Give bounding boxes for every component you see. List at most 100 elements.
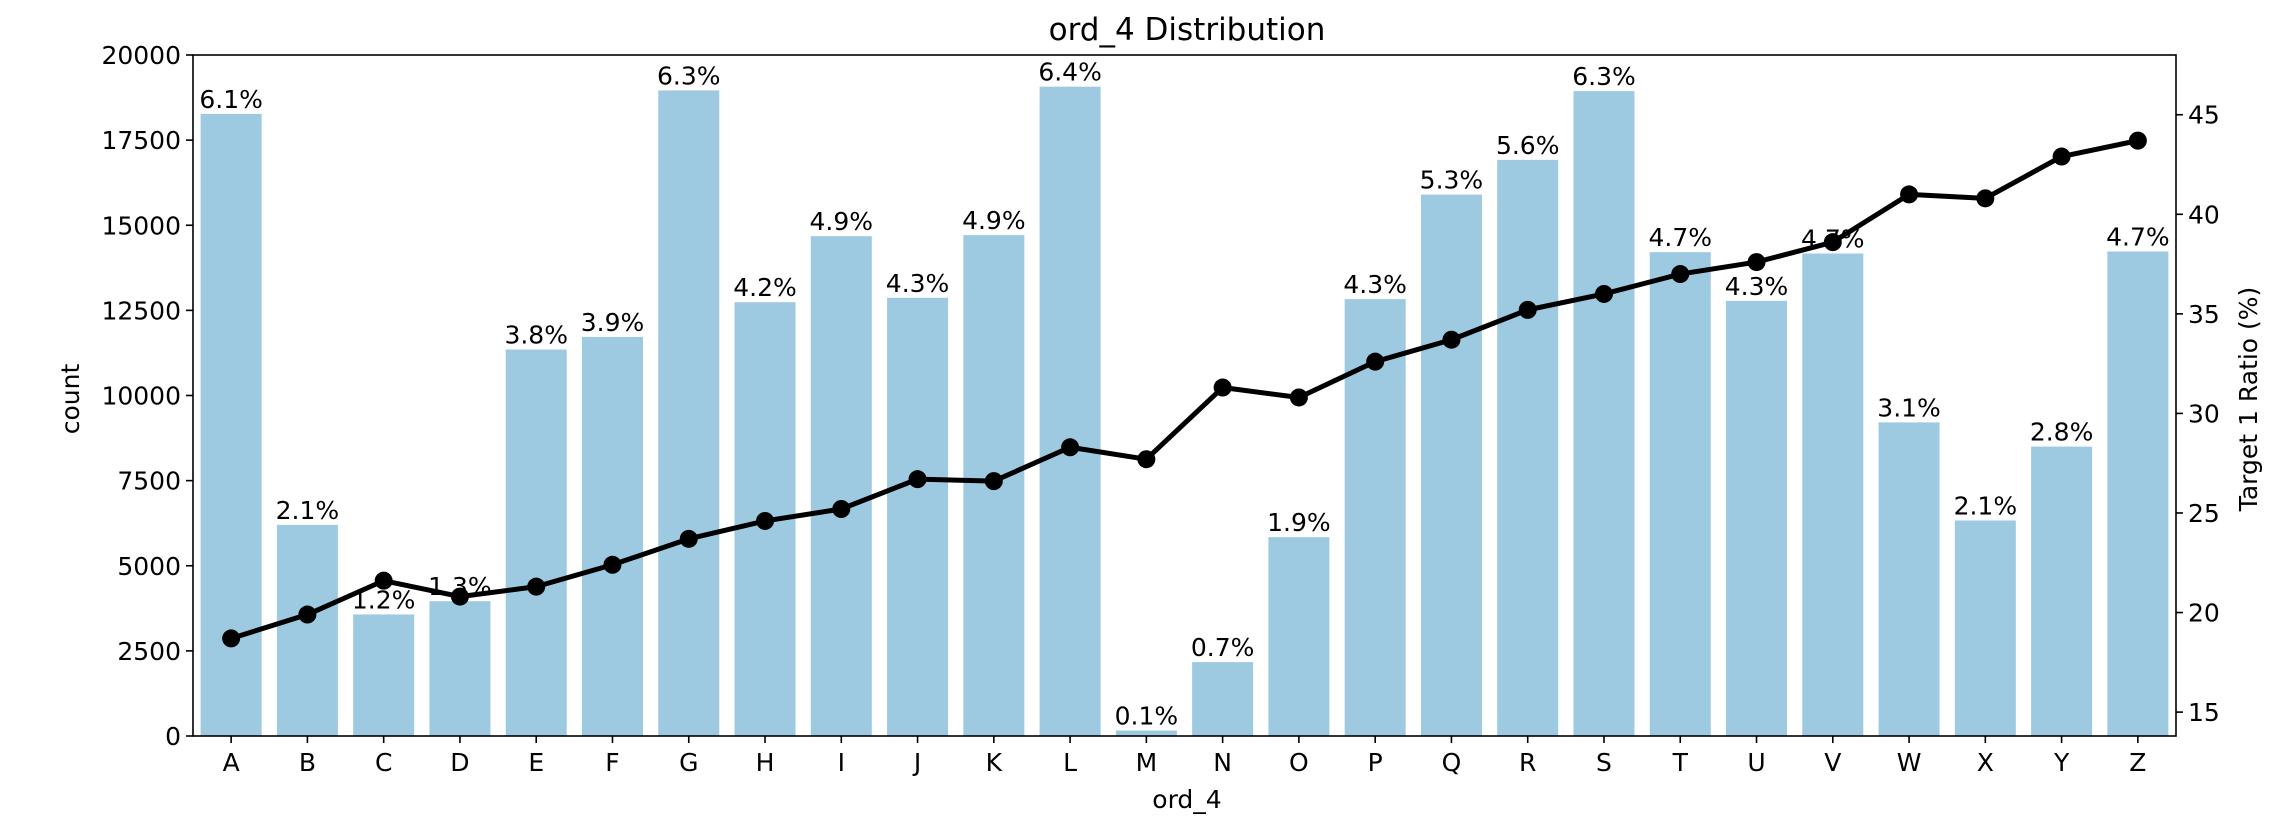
ratio-point-U (1747, 253, 1766, 272)
y-axis-title: count (56, 364, 85, 435)
bar-Q (1420, 194, 1482, 737)
bar-X (1954, 520, 2016, 736)
ratio-point-V (1823, 233, 1842, 252)
bar-D (429, 601, 491, 736)
x-tick-label: Z (2129, 748, 2146, 777)
bars-group (200, 86, 2169, 737)
bar-label-T: 4.7% (1648, 223, 1712, 252)
bar-label-B: 2.1% (276, 496, 340, 525)
ratio-point-H (756, 511, 775, 530)
y2-tick-label: 35 (2188, 300, 2220, 329)
bar-label-Z: 4.7% (2106, 222, 2170, 251)
ratio-point-K (984, 472, 1003, 491)
x-axis-title: ord_4 (1152, 785, 1221, 814)
ratio-point-Y (2052, 147, 2071, 166)
bar-W (1878, 422, 1940, 736)
bar-V (1802, 253, 1864, 736)
bar-label-A: 6.1% (199, 85, 263, 114)
y-tick-label: 20000 (101, 41, 181, 70)
x-tick-label: J (912, 748, 921, 777)
bar-label-N: 0.7% (1191, 633, 1255, 662)
ratio-point-I (832, 500, 851, 518)
bar-I (810, 236, 872, 736)
ratio-point-D (450, 587, 469, 606)
bar-label-I: 4.9% (810, 207, 874, 236)
x-tick-label: R (1519, 748, 1536, 777)
x-tick-label: L (1063, 748, 1077, 777)
x-tick-label: X (1977, 748, 1994, 777)
ratio-point-E (527, 577, 546, 596)
ratio-point-O (1289, 388, 1308, 407)
bar-label-R: 5.6% (1496, 131, 1560, 160)
bar-C (353, 614, 415, 736)
ratio-point-C (374, 571, 393, 590)
bar-label-W: 3.1% (1877, 393, 1941, 422)
y-tick-label: 12500 (101, 296, 181, 325)
bar-label-P: 4.3% (1343, 270, 1407, 299)
x-tick-label: F (605, 748, 619, 777)
y-tick-label: 17500 (101, 126, 181, 155)
bar-N (1192, 662, 1254, 736)
y2-tick-label: 20 (2188, 599, 2220, 628)
x-tick-label: Y (2053, 748, 2070, 777)
y2-axis-title: Target 1 Ratio (%) (2234, 287, 2263, 513)
ratio-point-X (1976, 189, 1995, 208)
y-tick-label: 10000 (101, 382, 181, 411)
bar-label-L: 6.4% (1038, 58, 1102, 87)
bar-label-Y: 2.8% (2030, 418, 2094, 447)
ratio-point-P (1366, 352, 1385, 371)
bar-T (1649, 252, 1711, 736)
x-tick-label: U (1747, 748, 1765, 777)
ratio-point-A (222, 629, 241, 648)
x-tick-label: S (1596, 748, 1612, 777)
bar-R (1497, 159, 1559, 736)
x-tick-label: H (756, 748, 775, 777)
y2-tick-label: 15 (2188, 698, 2220, 727)
ratio-point-L (1061, 438, 1080, 457)
bar-U (1726, 300, 1788, 736)
bar-G (658, 90, 720, 737)
bar-label-G: 6.3% (657, 61, 721, 90)
x-tick-label: D (450, 748, 469, 777)
x-tick-label: Q (1442, 748, 1462, 777)
y-tick-label: 5000 (117, 552, 181, 581)
x-tick-label: P (1368, 748, 1383, 777)
bar-E (505, 349, 567, 736)
y-tick-label: 0 (165, 722, 181, 751)
bar-B (276, 524, 338, 736)
bar-label-Q: 5.3% (1420, 166, 1484, 195)
x-tick-label: W (1897, 748, 1922, 777)
y2-tick-label: 45 (2188, 101, 2220, 130)
y-tick-label: 7500 (117, 467, 181, 496)
x-tick-label: C (375, 748, 392, 777)
ratio-point-Q (1442, 330, 1461, 349)
x-tick-label: I (838, 748, 845, 777)
y2-tick-label: 40 (2188, 200, 2220, 229)
ratio-point-S (1594, 284, 1613, 303)
bar-F (581, 336, 643, 736)
bar-label-U: 4.3% (1725, 272, 1789, 301)
bar-label-H: 4.2% (733, 273, 797, 302)
x-tick-label: T (1672, 748, 1689, 777)
bar-label-E: 3.8% (504, 321, 568, 350)
x-tick-label: K (986, 748, 1003, 777)
x-tick-label: B (299, 748, 316, 777)
bar-Y (2031, 446, 2093, 736)
axes-group: 0 2500 5000 7500 10000 12500 15000 17500 20000 15… (101, 41, 2219, 777)
bar-label-F: 3.9% (581, 308, 645, 337)
ratio-point-G (679, 529, 698, 548)
bar-O (1268, 537, 1330, 736)
y2-tick-label: 25 (2188, 499, 2220, 528)
ratio-point-Z (2128, 131, 2147, 150)
chart-title: ord_4 Distribution (1049, 12, 1326, 48)
ratio-point-M (1137, 450, 1156, 469)
x-tick-label: M (1136, 748, 1158, 777)
x-tick-label: V (1824, 748, 1841, 777)
ratio-point-R (1518, 300, 1537, 319)
ratio-point-N (1213, 378, 1232, 397)
x-tick-label: G (679, 748, 698, 777)
bar-L (1039, 86, 1101, 736)
ratio-point-F (603, 555, 622, 574)
ratio-point-T (1671, 265, 1690, 284)
bar-M (1115, 730, 1177, 736)
